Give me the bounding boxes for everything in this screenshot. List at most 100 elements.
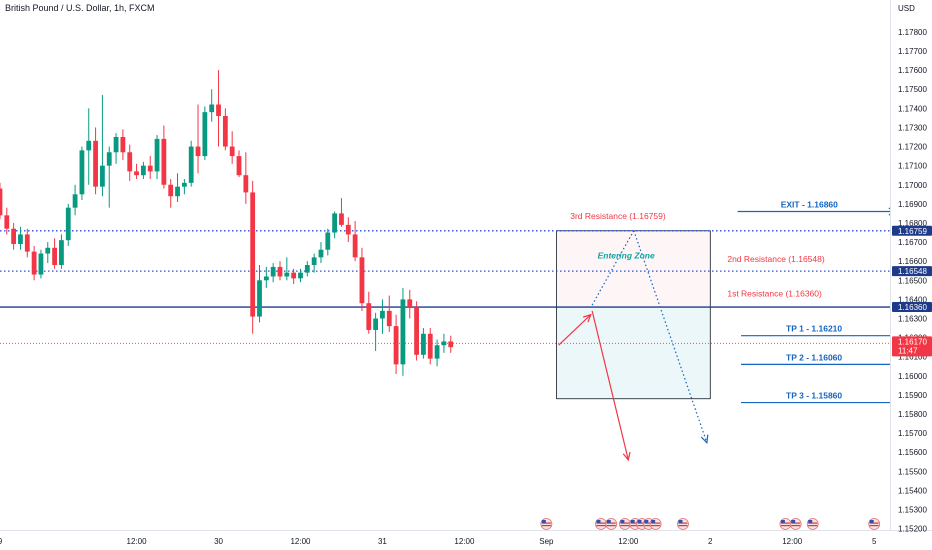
- candle: [93, 127, 98, 195]
- candle-body: [380, 310, 385, 319]
- target-zone: [556, 306, 711, 400]
- candle: [380, 299, 385, 334]
- event-flag-icon[interactable]: [789, 518, 802, 530]
- candle: [168, 179, 174, 208]
- candle: [31, 245, 37, 281]
- event-flag-canton: [780, 520, 785, 523]
- event-flag-canton: [606, 520, 611, 523]
- event-flag-stripe: [644, 522, 654, 524]
- candle: [291, 268, 297, 285]
- event-flag-icon[interactable]: [619, 518, 631, 530]
- candle: [4, 207, 10, 235]
- event-flag-canton: [651, 520, 656, 523]
- candle: [72, 184, 78, 216]
- candle: [120, 129, 126, 160]
- candle-body: [11, 228, 17, 244]
- resistance-zone: [556, 230, 711, 308]
- candle-body: [325, 232, 331, 250]
- blue-dotted-down-head: [700, 434, 709, 444]
- y-tick-label: 1.17000: [898, 181, 927, 190]
- event-flag-canton: [541, 520, 546, 523]
- event-flag-stripe: [651, 525, 661, 527]
- event-flag-stripe: [620, 522, 630, 524]
- candle: [339, 198, 344, 227]
- candle-body: [243, 175, 249, 193]
- candle: [277, 261, 283, 281]
- candle-body: [168, 184, 174, 197]
- candle-body: [359, 257, 365, 304]
- x-tick-label: 31: [378, 537, 387, 546]
- 3rd-resistance-line-axis-badge: [892, 225, 932, 236]
- event-flag-stripe: [678, 525, 688, 527]
- candle-body: [414, 307, 419, 355]
- y-tick-label: 1.16600: [898, 257, 927, 266]
- candle: [263, 266, 269, 288]
- y-tick-label: 1.15900: [898, 391, 927, 400]
- candle: [202, 106, 208, 160]
- candle-body: [100, 165, 105, 187]
- candle-body: [52, 247, 57, 265]
- event-flag-icon[interactable]: [806, 518, 819, 530]
- event-flag-stripe: [651, 522, 661, 524]
- candle-body: [65, 207, 71, 241]
- candle-body: [24, 234, 30, 252]
- exit-arrow-label: EXIT - 1.16860: [781, 200, 838, 210]
- candle: [147, 156, 153, 180]
- candle: [161, 125, 167, 189]
- event-flag-icon[interactable]: [540, 518, 553, 530]
- candle: [448, 335, 454, 353]
- candle: [421, 328, 426, 359]
- candle-body: [181, 182, 187, 187]
- event-flag-stripe: [630, 525, 640, 527]
- candle-body: [434, 345, 440, 359]
- y-tick-label: 1.15700: [898, 429, 927, 438]
- candle: [243, 152, 249, 204]
- event-flag-stripe: [620, 525, 630, 527]
- candle-body: [93, 140, 98, 187]
- candle-body: [250, 192, 256, 317]
- y-tick-label: 1.15800: [898, 410, 927, 419]
- y-tick-label: 1.17300: [898, 123, 927, 132]
- plot-area: EXIT - 1.16860 TP 1 - 1.16210 TP 2 - 1.160…: [0, 70, 890, 462]
- event-flag-icon[interactable]: [677, 518, 689, 530]
- candle-body: [298, 272, 303, 279]
- candle-body: [38, 253, 44, 275]
- candle-body: [45, 247, 51, 254]
- y-tick-label: 1.15200: [898, 525, 927, 534]
- y-tick-label: 1.15600: [898, 448, 927, 457]
- event-flag-icon[interactable]: [779, 518, 792, 530]
- candle-body: [407, 299, 413, 308]
- candle-body: [127, 152, 133, 172]
- y-tick-label: 1.16700: [898, 238, 927, 247]
- chart-title: British Pound / U.S. Dollar, 1h, FXCM: [5, 3, 155, 13]
- event-flag-canton: [596, 520, 601, 523]
- x-tick-label: 30: [214, 537, 223, 546]
- candle-body: [195, 146, 201, 157]
- event-flag-icon[interactable]: [868, 518, 881, 530]
- candle: [181, 179, 187, 195]
- event-flag-icon[interactable]: [649, 518, 662, 530]
- candle-body: [441, 341, 447, 346]
- candle-body: [216, 104, 221, 116]
- current-price-line-axis-badge: [892, 336, 932, 357]
- candle-body: [106, 152, 112, 166]
- event-flag-canton: [678, 520, 683, 523]
- candle: [386, 295, 392, 332]
- candle-body: [79, 150, 85, 195]
- candle: [59, 234, 64, 269]
- candle-body: [427, 333, 433, 359]
- candle: [100, 94, 105, 197]
- candle: [270, 263, 276, 283]
- candle-body: [236, 156, 242, 176]
- candle-body: [229, 146, 235, 157]
- y-tick-label: 1.17200: [898, 143, 927, 152]
- event-flag-icon[interactable]: [595, 518, 607, 530]
- event-flag-icon[interactable]: [605, 518, 618, 530]
- event-flag-stripe: [644, 525, 654, 527]
- y-tick-label: 1.17500: [898, 85, 927, 94]
- candle-body: [86, 140, 92, 151]
- candle-body: [222, 115, 228, 147]
- candle-body: [188, 146, 194, 183]
- x-tick-label: 12:00: [782, 537, 803, 546]
